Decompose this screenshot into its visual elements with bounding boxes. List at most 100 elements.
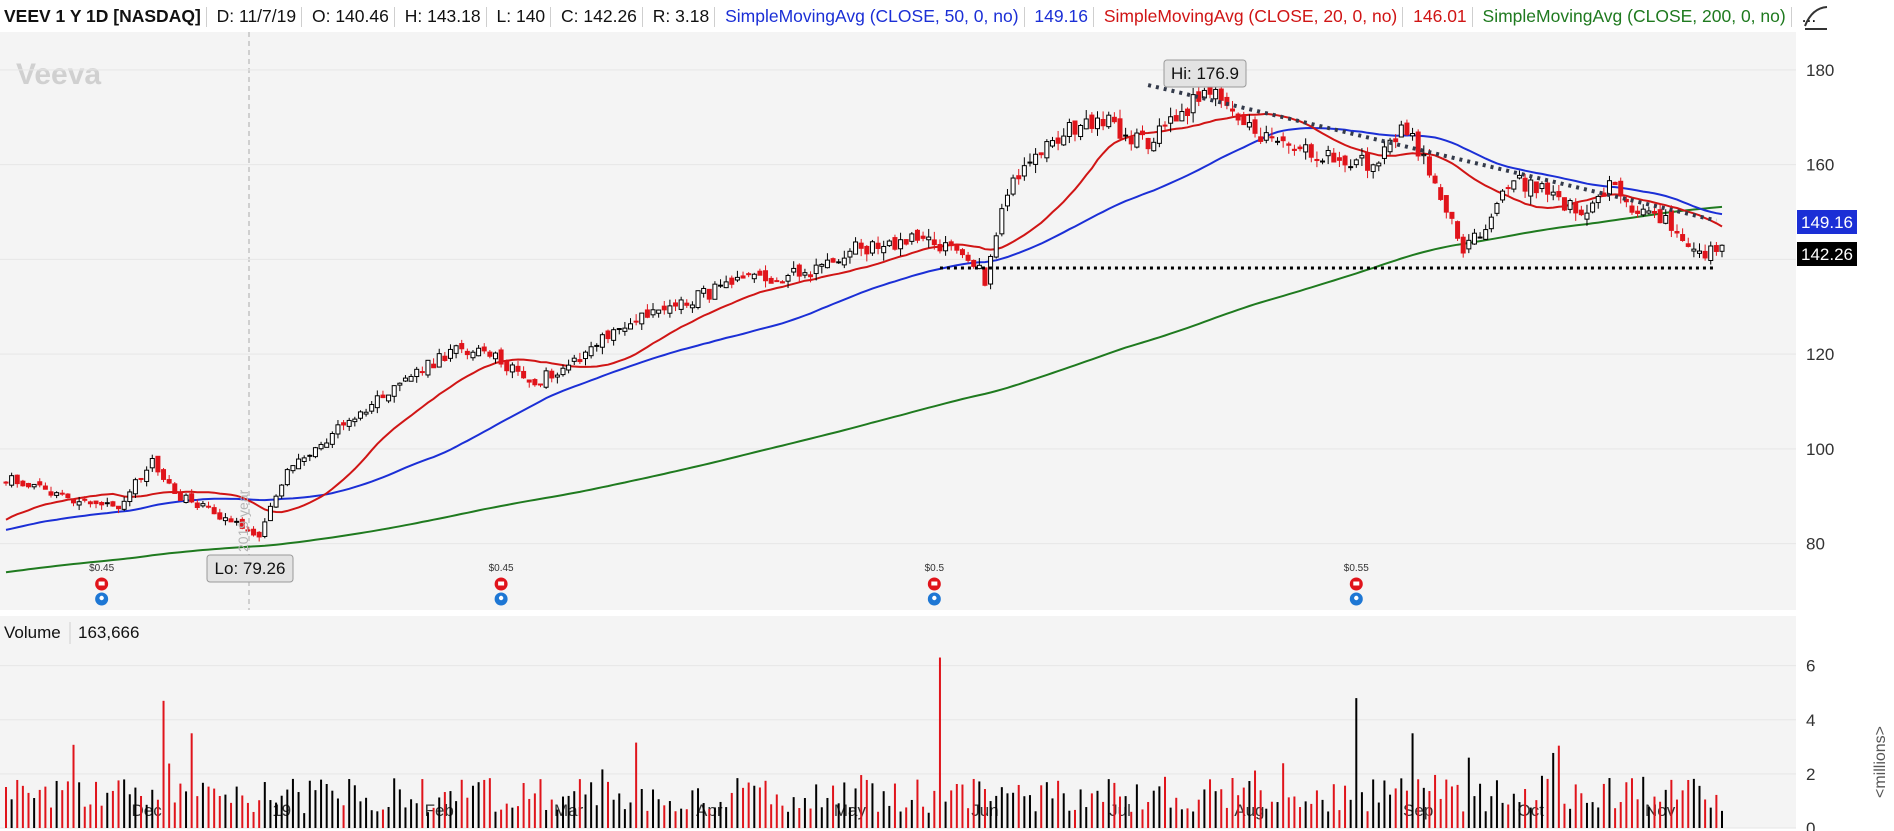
volume-bar xyxy=(629,802,632,828)
candle-body xyxy=(132,479,138,495)
volume-bar xyxy=(353,785,356,828)
volume-bar xyxy=(1473,796,1476,828)
candle-body xyxy=(1117,118,1123,139)
svg-text:142.26: 142.26 xyxy=(1801,245,1853,264)
candle-body xyxy=(1151,141,1157,152)
candle-body xyxy=(374,395,380,409)
candle-body xyxy=(1516,174,1522,179)
candle-body xyxy=(1618,180,1624,197)
candle-body xyxy=(526,379,532,383)
candle-body xyxy=(1021,165,1027,177)
sma50-price-badge: 149.16 xyxy=(1797,210,1857,234)
volume-bar xyxy=(263,782,266,828)
candle-body xyxy=(549,370,555,379)
sma200-study-label[interactable]: SimpleMovingAvg (CLOSE, 200, 0, no) xyxy=(1482,6,1786,26)
volume-bar xyxy=(342,805,345,828)
volume-bar xyxy=(1625,782,1628,828)
candle-body xyxy=(211,507,217,515)
volume-bar xyxy=(460,779,463,828)
volume-bar xyxy=(905,807,908,828)
candle-body xyxy=(228,518,234,523)
volume-bar xyxy=(246,802,249,828)
candle-body xyxy=(999,208,1005,235)
candle-body xyxy=(903,239,909,245)
volume-bar xyxy=(826,797,829,828)
volume-bar xyxy=(477,782,480,828)
volume-bar xyxy=(1569,808,1572,828)
candle-body xyxy=(1567,200,1573,210)
volume-bar xyxy=(38,789,41,828)
candle-body xyxy=(104,502,110,505)
volume-bar xyxy=(691,790,694,828)
candle-body xyxy=(1460,236,1466,254)
candle-body xyxy=(706,288,712,300)
high-annotation: Hi: 176.9 xyxy=(1163,59,1247,88)
symbol-label[interactable]: VEEV 1 Y 1D [NASDAQ] xyxy=(4,6,201,26)
candle-body xyxy=(639,312,645,325)
volume-bar xyxy=(286,789,289,828)
candle-body xyxy=(1291,148,1297,151)
candle-body xyxy=(1426,156,1432,176)
candle-body xyxy=(1488,216,1494,230)
more-studies-button[interactable]: ... xyxy=(1801,6,1817,26)
candle-body xyxy=(76,501,82,506)
volume-bar xyxy=(584,794,587,828)
volume-bar xyxy=(595,805,598,828)
candle-body xyxy=(892,237,898,250)
volume-bar xyxy=(10,799,13,828)
candle-body xyxy=(1651,210,1657,214)
dividend-amount-label: $0.45 xyxy=(89,563,114,574)
volume-bar xyxy=(1597,807,1600,828)
sma20-line xyxy=(5,112,1723,521)
volume-pane-bg xyxy=(0,616,1796,828)
candle-body xyxy=(560,367,566,376)
low-annotation: Lo: 79.26 xyxy=(206,554,294,583)
volume-bar xyxy=(179,783,182,828)
candle-body xyxy=(1094,117,1100,130)
candle-body xyxy=(189,493,195,503)
volume-bar xyxy=(742,787,745,828)
volume-bar xyxy=(1636,799,1639,828)
sma50-study-label[interactable]: SimpleMovingAvg (CLOSE, 50, 0, no) xyxy=(725,6,1019,26)
trend-lines[interactable] xyxy=(939,83,1717,270)
volume-bar xyxy=(955,784,958,828)
volume-bar xyxy=(95,781,98,828)
volume-bar xyxy=(1428,791,1431,828)
sma20-study-label[interactable]: SimpleMovingAvg (CLOSE, 20, 0, no) xyxy=(1103,6,1398,26)
dividend-amount-label: $0.55 xyxy=(1344,563,1369,574)
candle-body xyxy=(712,283,718,300)
candle-body xyxy=(1680,234,1686,241)
candle-body xyxy=(661,305,667,311)
price-tick-label: 120 xyxy=(1806,345,1834,364)
corporate-events[interactable]: $0.45 $0.45 $0.5 $0.55 xyxy=(89,563,1369,606)
volume-bar xyxy=(1535,800,1538,828)
volume-bar xyxy=(764,780,767,828)
candle-body xyxy=(1612,181,1618,186)
earnings-icon-glyph xyxy=(932,595,937,601)
volume-bar xyxy=(528,798,531,828)
candle-body xyxy=(515,365,521,372)
candle-body xyxy=(650,309,656,316)
volume-bar xyxy=(1709,807,1712,828)
volume-bar xyxy=(325,784,328,828)
candle-body xyxy=(1404,122,1410,135)
candle-body xyxy=(1663,215,1669,224)
candle-body xyxy=(751,273,757,280)
candle-body xyxy=(836,261,842,264)
volume-bar xyxy=(455,801,458,828)
pencil-line-icon[interactable] xyxy=(1802,4,1830,32)
volume-bar xyxy=(601,769,604,828)
volume-bar xyxy=(421,779,424,828)
volume-bar xyxy=(1147,801,1150,828)
last-price-badge: 142.26 xyxy=(1797,242,1857,266)
volume-bar xyxy=(106,792,109,828)
candle-body xyxy=(82,498,88,501)
high-value: H: 143.18 xyxy=(404,6,481,26)
candle-body xyxy=(470,351,476,359)
candle-body xyxy=(155,455,161,473)
volume-bar xyxy=(44,786,47,828)
candle-body xyxy=(830,258,836,263)
volume-bar xyxy=(657,799,660,828)
volume-bar xyxy=(111,790,114,828)
